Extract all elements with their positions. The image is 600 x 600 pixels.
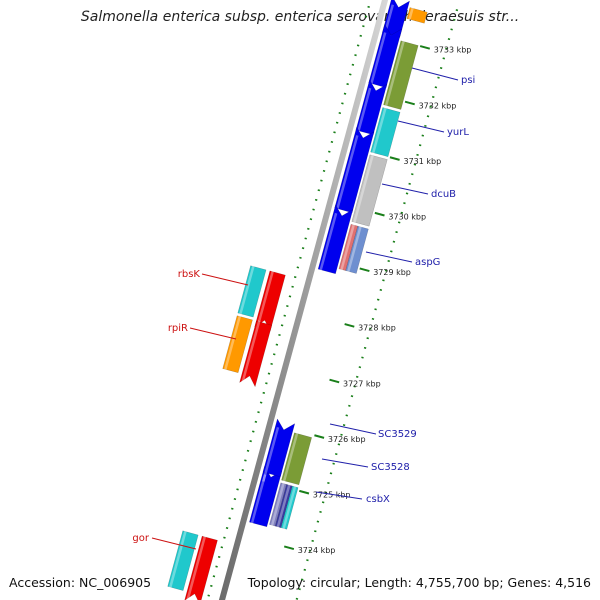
cds-arrow-5-highlight [317,212,338,279]
gene-bar-rbsK-highlight [236,265,255,323]
backbone-line [218,0,389,600]
tick-label: 3727 kbp [343,379,381,388]
cds-arrow-6[interactable] [249,465,283,528]
tick-mark [283,545,295,551]
accession-text: Accession: NC_006905 [9,575,152,590]
tick-label: 3729 kbp [373,268,411,277]
gene-label-dcub[interactable]: dcuB [431,189,456,200]
tick-mark [389,156,400,161]
gene-bar-SC3528-highlight [268,482,285,535]
gene-bar-SC3529-highlight [280,432,299,490]
cds-arrow-3[interactable] [355,79,388,136]
gene-arrow-rpiR[interactable] [239,320,273,388]
gene-bar-yurL-highlight [369,107,387,162]
gene-bar-csbX-highlight [280,485,297,538]
label-leader-dcub [381,183,429,195]
gene-labels: psi yurL dcuB aspG rbsK rpiR SC3529 SC3528 csbX g… [132,67,475,550]
gene-arrow-rbsK-highlight [256,270,275,328]
gene-bar-yurL[interactable] [370,107,401,158]
cds-arrow-4-highlight [333,135,359,218]
label-leader-sc3528 [321,458,369,468]
gene-bar-orange-top[interactable] [406,7,428,24]
gene-bar-rpiR-highlight [221,315,242,379]
gene-bar-csbX[interactable] [280,485,299,530]
feature-track [166,0,428,600]
gene-label-gor[interactable]: gor [132,533,149,544]
gene-bar-aspG-b[interactable] [345,225,369,274]
gene-label-rpir[interactable]: rpiR [168,323,188,334]
label-leader-rbsk [201,273,249,286]
tick-mark [404,100,415,106]
tick-mark [314,434,325,439]
dotted-rings [206,0,459,600]
gene-arrow-gor[interactable] [184,535,218,600]
gene-bar-aspG-a-highlight [338,223,356,279]
gene-label-psi[interactable]: psi [461,75,475,86]
label-leader-sc3529 [329,423,377,435]
tick-label: 3726 kbp [328,435,366,444]
cds-arrow-5[interactable] [317,204,354,275]
gene-bar-SC3529[interactable] [281,432,313,486]
label-leader-gor [151,537,197,550]
gene-bar-dcuB[interactable] [351,154,388,227]
tick-mark [329,378,340,384]
label-leader-rpir [189,327,237,340]
gene-bar-orange-top-highlight [407,6,414,25]
tick-label: 3730 kbp [388,213,426,222]
tick-mark [344,323,355,328]
cds-arrow-2[interactable] [368,23,403,88]
gene-bar-gor[interactable] [167,530,199,591]
gene-bar-gor-highlight [166,530,187,597]
backbone-ring [218,0,389,600]
tick-marks: 3733 kbp 3732 kbp 3731 kbp 3730 kbp 3729 kbp… [283,45,472,555]
gene-label-aspg[interactable]: aspG [415,257,440,268]
tick-label: 3724 kbp [298,546,336,555]
gene-bar-rbsK[interactable] [237,265,267,318]
cds-arrow-7-highlight [262,427,280,482]
topology-text: Topology: circular; Length: 4,755,700 bp… [247,575,591,590]
cds-arrow-2-highlight [367,32,387,93]
tick-label: 3725 kbp [313,491,351,500]
tick-label: 3733 kbp [434,46,472,55]
gene-bar-rpiR[interactable] [222,315,253,374]
gene-bar-aspG-b-highlight [344,225,362,281]
tick-mark [374,211,385,217]
dotted-ring-2 [295,8,459,600]
dotted-ring-1 [206,0,372,600]
gene-label-csbx[interactable]: csbX [366,494,390,505]
tick-mark [299,489,310,495]
cds-arrow-6-highlight [248,474,267,532]
gene-label-sc3528[interactable]: SC3528 [371,462,410,473]
tick-mark [419,45,431,50]
label-leader-psi [411,67,459,81]
cds-arrow-4[interactable] [334,126,375,214]
tick-mark [359,267,370,273]
label-leader-yurl [397,120,445,133]
gene-bar-psi[interactable] [383,40,419,110]
cds-arrow-7[interactable] [262,418,296,478]
gene-label-sc3529[interactable]: SC3529 [378,429,417,440]
label-leader-aspg [365,251,413,263]
tick-label: 3728 kbp [358,324,396,333]
gene-bar-dcuB-highlight [350,154,374,232]
gene-label-rbsk[interactable]: rbsK [178,269,201,280]
tick-label: 3731 kbp [404,157,442,166]
gene-bar-psi-highlight [382,40,405,115]
label-leader-csbx [315,491,363,500]
cds-arrow-1[interactable] [381,0,410,38]
tick-label: 3732 kbp [419,101,457,110]
cds-arrow-3-highlight [355,87,372,140]
gene-arrow-rpiR-highlight [241,320,261,384]
gene-label-yurl[interactable]: yurL [447,127,469,138]
gene-bar-SC3528-b-highlight [274,483,291,536]
gene-arrow-gor-highlight [186,535,207,600]
